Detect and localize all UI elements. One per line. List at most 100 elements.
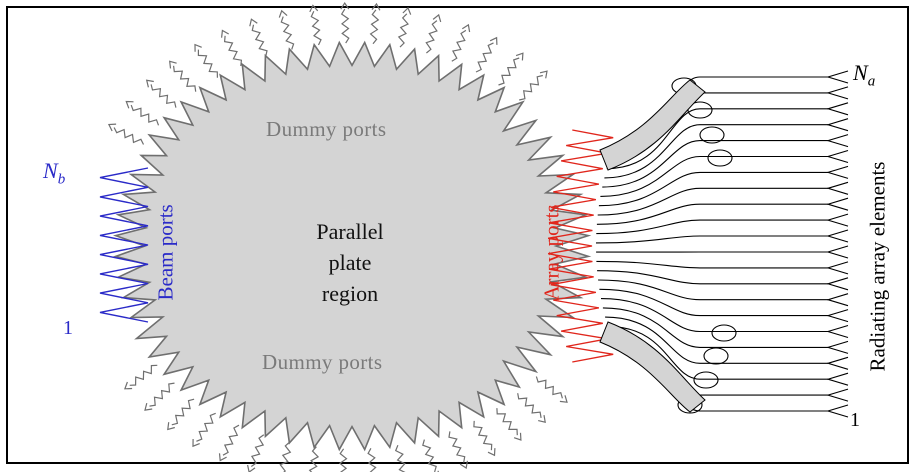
dummy-arrowhead-bottom-12 (218, 453, 227, 462)
dummy-port-top-0 (113, 127, 145, 145)
dummy-port-top-14 (475, 42, 494, 73)
dummy-port-bottom-3 (473, 420, 493, 451)
dummy-port-bottom-2 (496, 408, 518, 436)
element-feed-11 (826, 229, 849, 243)
element-feed-12 (826, 245, 849, 259)
dummy-arrowhead-bottom-14 (167, 422, 175, 431)
element-bundle-bottom (599, 321, 706, 413)
element-feed-5 (826, 134, 849, 148)
dummy-port-bottom-12 (222, 424, 240, 456)
dummy-port-top-4 (197, 49, 218, 78)
dummy-port-bottom-10 (279, 441, 292, 472)
element-line-20 (607, 325, 828, 380)
element-loop-6 (693, 371, 719, 389)
element-loop-3 (699, 126, 725, 144)
element-feed-22 (826, 404, 849, 418)
element-line-7 (598, 171, 828, 207)
radiating-elements-label: Radiating array elements (865, 161, 890, 372)
dummy-arrowhead-bottom-4 (459, 460, 468, 469)
dummy-port-top-2 (150, 84, 177, 108)
element-feed-8 (826, 181, 849, 195)
dummy-port-top-10 (369, 9, 380, 45)
radiating-array-elements (595, 70, 849, 418)
dummy-port-top-8 (310, 11, 322, 46)
dummy-arrowhead-top-5 (221, 29, 229, 38)
nb-letter: N (43, 158, 58, 183)
element-feed-13 (826, 261, 849, 275)
element-feed-15 (826, 293, 849, 307)
element-line-14 (597, 270, 828, 285)
dummy-arrowhead-bottom-16 (124, 381, 133, 390)
dummy-port-bottom-8 (338, 448, 348, 472)
dummy-port-top-6 (251, 24, 268, 57)
dummy-port-top-16 (519, 74, 543, 101)
dummy-port-bottom-0 (535, 376, 563, 399)
element-line-9 (596, 203, 828, 225)
na-letter: N (853, 60, 868, 85)
dummy-port-top-5 (223, 35, 243, 67)
element-line-11 (595, 235, 828, 244)
dummy-arrowhead-bottom-13 (192, 438, 200, 448)
element-feed-19 (826, 356, 849, 370)
dummy-port-bottom-1 (517, 393, 542, 419)
dummy-arrowhead-top-8 (309, 4, 319, 13)
element-feed-16 (826, 309, 849, 323)
nb-label: Nb (43, 160, 65, 187)
dummy-port-top-11 (397, 13, 409, 48)
dummy-port-top-13 (451, 29, 467, 62)
element-feed-7 (826, 165, 849, 179)
element-line-17 (600, 298, 828, 333)
dummy-port-bottom-5 (422, 439, 437, 472)
dummy-ports (107, 2, 568, 472)
dummy-port-top-15 (498, 57, 520, 86)
dummy-port-bottom-16 (129, 364, 158, 386)
element-feed-18 (826, 340, 849, 354)
center-line-1: Parallel (316, 219, 384, 244)
beam-ports (99, 167, 149, 323)
dummy-arrowhead-top-3 (169, 60, 177, 69)
beam-index-one: 1 (63, 317, 73, 339)
dummy-arrowhead-top-12 (432, 13, 442, 23)
element-line-13 (596, 260, 828, 269)
array-index-one: 1 (850, 409, 860, 431)
parallel-plate-region-label: Parallel plate region (290, 216, 410, 309)
beam-ports-label: Beam ports (153, 204, 178, 301)
dummy-arrowhead-top-6 (249, 18, 258, 27)
element-line-10 (596, 219, 828, 235)
dummy-arrowhead-top-16 (539, 70, 548, 79)
dummy-arrowhead-bottom-11 (247, 464, 256, 472)
element-loop-7 (703, 347, 729, 365)
dummy-port-bottom-6 (394, 444, 406, 472)
beam-port-zigzag (99, 167, 149, 323)
array-ports-label: Array ports (539, 204, 564, 301)
dummy-port-bottom-11 (250, 434, 265, 467)
dummy-port-top-9 (340, 8, 350, 44)
dummy-arrowhead-bottom-15 (144, 402, 153, 411)
element-line-18 (602, 307, 828, 348)
dummy-arrowhead-top-0 (107, 123, 117, 132)
dummy-ports-top-label: Dummy ports (266, 117, 387, 141)
element-feed-3 (826, 102, 849, 116)
dummy-arrowhead-bottom-0 (559, 395, 568, 403)
na-label: Na (853, 62, 875, 89)
element-line-19 (605, 316, 828, 364)
dummy-arrowhead-top-9 (340, 2, 350, 10)
dummy-port-bottom-4 (448, 431, 466, 463)
dummy-arrowhead-top-10 (371, 2, 381, 11)
element-feed-17 (826, 324, 849, 339)
element-line-6 (600, 155, 828, 197)
element-loop-8 (711, 324, 737, 342)
dummy-port-bottom-13 (196, 412, 216, 442)
element-feed-21 (826, 388, 849, 402)
parallel-plate-region (112, 40, 592, 452)
center-line-3: region (321, 281, 379, 306)
dummy-port-bottom-15 (149, 382, 175, 407)
dummy-arrowhead-bottom-3 (487, 448, 496, 457)
dummy-port-top-1 (130, 104, 160, 126)
element-feed-1 (826, 70, 849, 84)
dummy-arrowhead-top-4 (194, 43, 202, 52)
element-feed-6 (826, 149, 849, 164)
dummy-port-top-12 (425, 20, 438, 54)
dummy-arrowhead-top-7 (278, 9, 288, 18)
